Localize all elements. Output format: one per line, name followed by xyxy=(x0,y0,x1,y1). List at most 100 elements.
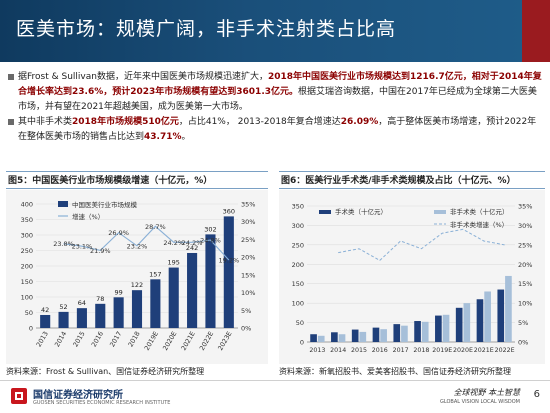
line-value-label: 23.1% xyxy=(72,243,93,251)
bar-non-surgical xyxy=(401,325,408,342)
x-tick-label: 2017 xyxy=(108,330,123,348)
x-tick-label: 2021E xyxy=(180,330,197,352)
growth-line xyxy=(63,225,230,261)
bar-surgical xyxy=(435,315,442,342)
bullet-list: 据Frost & Sullivan数据，近年来中国医美市场规模迅速扩大，2018… xyxy=(6,70,544,145)
highlight-text: 43.71% xyxy=(144,132,182,142)
bar-market-size xyxy=(150,279,161,328)
x-tick-label: 2018 xyxy=(413,347,429,354)
line-value-label: 23.2% xyxy=(127,242,148,250)
legend-line-label: 增速（%） xyxy=(72,212,104,221)
highlight-text: 26.09% xyxy=(340,117,379,127)
chart-left-svg: 0 50 100 150 200 250 300 350 400 0% 5% 10% 15% 20% 25%… xyxy=(21,200,256,352)
x-tick-label: 2013 xyxy=(309,347,325,354)
y2-tick-label: 5% xyxy=(241,307,251,315)
legend-surgical-swatch xyxy=(319,210,331,214)
y-tick-label: 200 xyxy=(21,263,33,271)
bar-market-size xyxy=(131,290,143,328)
legend-bar-label: 中国医美行业市场规模 xyxy=(72,200,138,209)
bar-surgical xyxy=(414,321,421,342)
bar-surgical xyxy=(393,324,401,342)
bar-surgical xyxy=(331,332,338,342)
bar-market-size xyxy=(223,216,234,328)
y2-tick-label: 25% xyxy=(241,236,255,244)
chart-left-title: 图5：中国医美行业市场规模级增速（十亿元，%） xyxy=(6,171,268,189)
bar-value-label: 157 xyxy=(149,270,161,278)
y-tick-label: 300 xyxy=(21,232,33,240)
y2-tick-label: 35% xyxy=(241,201,255,209)
y2-tick-label: 15% xyxy=(518,280,532,288)
bullet-square-icon xyxy=(8,119,14,125)
y-tick-label: 150 xyxy=(292,280,304,288)
x-tick-label: 2019E xyxy=(143,330,160,352)
line-value-label: 24.8% xyxy=(200,237,221,245)
y2-tick-label: 10% xyxy=(241,289,255,297)
bar-value-label: 99 xyxy=(114,288,122,296)
line-value-label: 19.2% xyxy=(218,256,239,264)
y2-tick-label: 30% xyxy=(241,218,255,226)
header-banner: 医美市场：规模广阔，非手术注射类占比高 xyxy=(0,0,550,62)
y2-tick-label: 5% xyxy=(518,319,528,327)
legend-non-surgical-label: 非手术类（十亿元） xyxy=(450,207,509,216)
x-tick-label: 2015 xyxy=(351,347,367,354)
chart-panel-left: 图5：中国医美行业市场规模级增速（十亿元，%） 0 50 100 150 200 250 3… xyxy=(6,171,268,365)
chart-right-svg: 0 50 100 150 200 250 300 350 0% 5% 10% 15% 20% 25% 30%… xyxy=(292,203,533,355)
bar-non-surgical xyxy=(463,303,471,342)
bar-market-size xyxy=(58,311,69,328)
line-value-label: 24.2% xyxy=(182,239,203,247)
bar-non-surgical xyxy=(359,331,367,342)
bullet-text-2: 其中非手术类2018年市场规模510亿元，占比41%， 2013-2018年复合… xyxy=(18,117,536,142)
bullet-item-1: 据Frost & Sullivan数据，近年来中国医美市场规模迅速扩大，2018… xyxy=(6,70,544,115)
y-tick-label: 0 xyxy=(29,325,33,333)
header-accent-bar xyxy=(522,0,550,62)
bullet-item-2: 其中非手术类2018年市场规模510亿元，占比41%， 2013-2018年复合… xyxy=(6,115,544,145)
x-tick-label: 2023E xyxy=(216,330,233,352)
x-tick-label: 2022E xyxy=(495,347,515,354)
bar-surgical xyxy=(455,307,463,342)
bar-market-size xyxy=(40,314,51,328)
x-tick-label: 2013 xyxy=(35,330,50,348)
x-tick-label: 2016 xyxy=(372,347,388,354)
bar-value-label: 52 xyxy=(59,303,67,311)
bar-surgical xyxy=(310,334,317,342)
chart-right-title: 图6：医美行业手术类/非手术类规模及占比（十亿元、%） xyxy=(279,171,545,189)
y-tick-label: 100 xyxy=(21,294,33,302)
bar-non-surgical xyxy=(380,329,387,342)
bullet-text-run: ，占比41%， 2013-2018年复合增速达 xyxy=(178,117,341,127)
footer: 国信证券经济研究所 GUOSEN SECURITIES ECONOMIC RES… xyxy=(0,380,550,413)
x-tick-label: 2016 xyxy=(90,330,105,348)
y2-tick-label: 20% xyxy=(241,254,255,262)
y2-tick-label: 15% xyxy=(241,271,255,279)
slogan-en: GLOBAL VISION LOCAL WISDOM xyxy=(440,399,520,405)
bar-value-label: 64 xyxy=(78,299,86,307)
bar-non-surgical xyxy=(442,314,450,342)
highlight-text: 2018年市场规模510亿元 xyxy=(72,117,179,127)
source-note-left: 资料来源：Frost & Sullivan、国信证券经济研究所整理 xyxy=(6,367,205,376)
bar-non-surgical xyxy=(338,334,346,342)
y-tick-label: 250 xyxy=(292,241,304,249)
bar-market-size xyxy=(205,234,216,328)
line-value-label: 23.8% xyxy=(53,240,74,248)
x-tick-label: 2017 xyxy=(393,347,409,354)
line-value-label: 26.9% xyxy=(108,229,129,237)
bar-non-surgical xyxy=(484,291,491,342)
bar-non-surgical xyxy=(505,275,512,342)
y-tick-label: 150 xyxy=(21,278,33,286)
y2-tick-label: 0% xyxy=(241,325,251,333)
bullet-text-run: 根据艾瑞咨询数据，中国在2017年已经成为全球第二大医美市场，并有望在2021年… xyxy=(18,87,537,112)
y-tick-label: 400 xyxy=(21,201,33,209)
bullet-text-1: 据Frost & Sullivan数据，近年来中国医美市场规模迅速扩大，2018… xyxy=(18,72,542,112)
page-title: 医美市场：规模广阔，非手术注射类占比高 xyxy=(16,18,397,40)
bar-surgical xyxy=(497,289,505,342)
bar-value-label: 302 xyxy=(204,225,216,233)
slogan: 全球视野 本土智慧 xyxy=(453,388,520,397)
org-name-en: GUOSEN SECURITIES ECONOMIC RESEARCH INST… xyxy=(33,400,171,406)
bullet-text-run: 。 xyxy=(181,132,191,142)
bar-market-size xyxy=(187,252,198,328)
line-value-label: 24.2% xyxy=(163,239,184,247)
y2-tick-label: 25% xyxy=(518,241,532,249)
line-value-label: 21.9% xyxy=(90,247,111,255)
legend-non-surgical-swatch xyxy=(434,210,446,214)
bullet-square-icon xyxy=(8,74,14,80)
y-tick-label: 350 xyxy=(21,216,33,224)
